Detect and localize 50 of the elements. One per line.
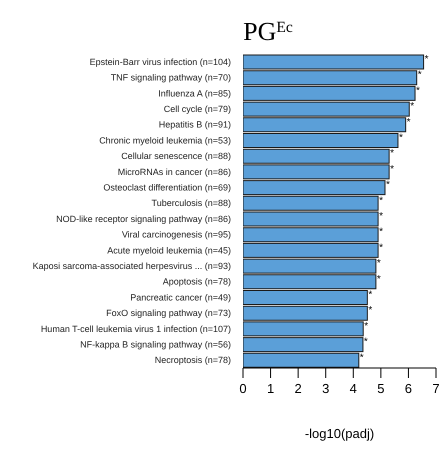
x-tick-label: 7 — [432, 381, 440, 396]
y-tick-label: Cellular senescence (n=88) — [121, 151, 231, 162]
annotation: * — [406, 116, 411, 128]
y-tick-label: FoxO signaling pathway (n=73) — [106, 308, 231, 318]
y-tick-label: Hepatitis B (n=91) — [158, 120, 231, 130]
annotation: * — [376, 274, 381, 285]
annotation: * — [364, 336, 368, 348]
annotation: * — [390, 148, 394, 160]
y-tick-label: Necroptosis (n=78) — [154, 355, 231, 366]
y-tick-label: Acute myeloid leukemia (n=45) — [107, 245, 231, 256]
annotation: * — [390, 164, 394, 175]
x-tick-label: 2 — [294, 381, 302, 396]
annotation: * — [364, 320, 368, 332]
y-tick-label: Viral carcinogenesis (n=95) — [122, 230, 231, 240]
y-tick-label: TNF signaling pathway (n=70) — [110, 72, 231, 83]
x-tick-label: 1 — [266, 381, 274, 396]
y-tick-label: Kaposi sarcoma-associated herpesvirus ... (n=93) — [32, 260, 231, 271]
annotation: * — [410, 101, 414, 112]
annotation: * — [379, 195, 384, 206]
y-tick-label: Influenza A (n=85) — [158, 88, 231, 98]
x-tick-label: 0 — [239, 381, 247, 396]
annotation: * — [360, 352, 364, 364]
y-tick-label: Epstein-Barr virus infection (n=104) — [90, 56, 231, 67]
y-tick-label: Human T-cell leukemia virus 1 infection (n=107) — [40, 324, 231, 334]
annotation: * — [368, 305, 372, 316]
annotation: * — [418, 70, 422, 81]
x-tick-label: 3 — [322, 381, 330, 396]
chart-title: PG$^{Ec}$ — [243, 17, 293, 46]
annotation: * — [376, 258, 381, 270]
annotation: * — [424, 54, 429, 65]
y-tick-label: NOD-like receptor signaling pathway (n=86) — [56, 214, 231, 224]
x-tick-label: 4 — [350, 381, 357, 396]
y-tick-label: Osteoclast differentiation (n=69) — [103, 182, 231, 192]
annotation: * — [379, 242, 384, 254]
y-tick-label: Tuberculosis (n=88) — [152, 198, 232, 208]
x-axis-title: -log10(padj) — [304, 426, 374, 441]
annotation: * — [398, 132, 403, 144]
x-tick-label: 6 — [404, 381, 412, 396]
y-tick-label: Cell cycle (n=79) — [164, 104, 231, 114]
y-tick-label: NF-kappa B signaling pathway (n=56) — [80, 339, 231, 350]
y-tick-label: Chronic myeloid leukemia (n=53) — [99, 135, 231, 146]
annotation: * — [379, 211, 384, 222]
annotation: * — [368, 290, 372, 300]
y-tick-label: Pancreatic cancer (n=49) — [130, 292, 231, 302]
x-tick-label: 5 — [377, 381, 384, 396]
annotation: * — [416, 85, 420, 96]
y-tick-label: Apoptosis (n=78) — [162, 276, 231, 287]
annotation: * — [386, 180, 390, 191]
annotation: * — [379, 226, 384, 238]
y-tick-label: MicroRNAs in cancer (n=86) — [118, 166, 231, 177]
